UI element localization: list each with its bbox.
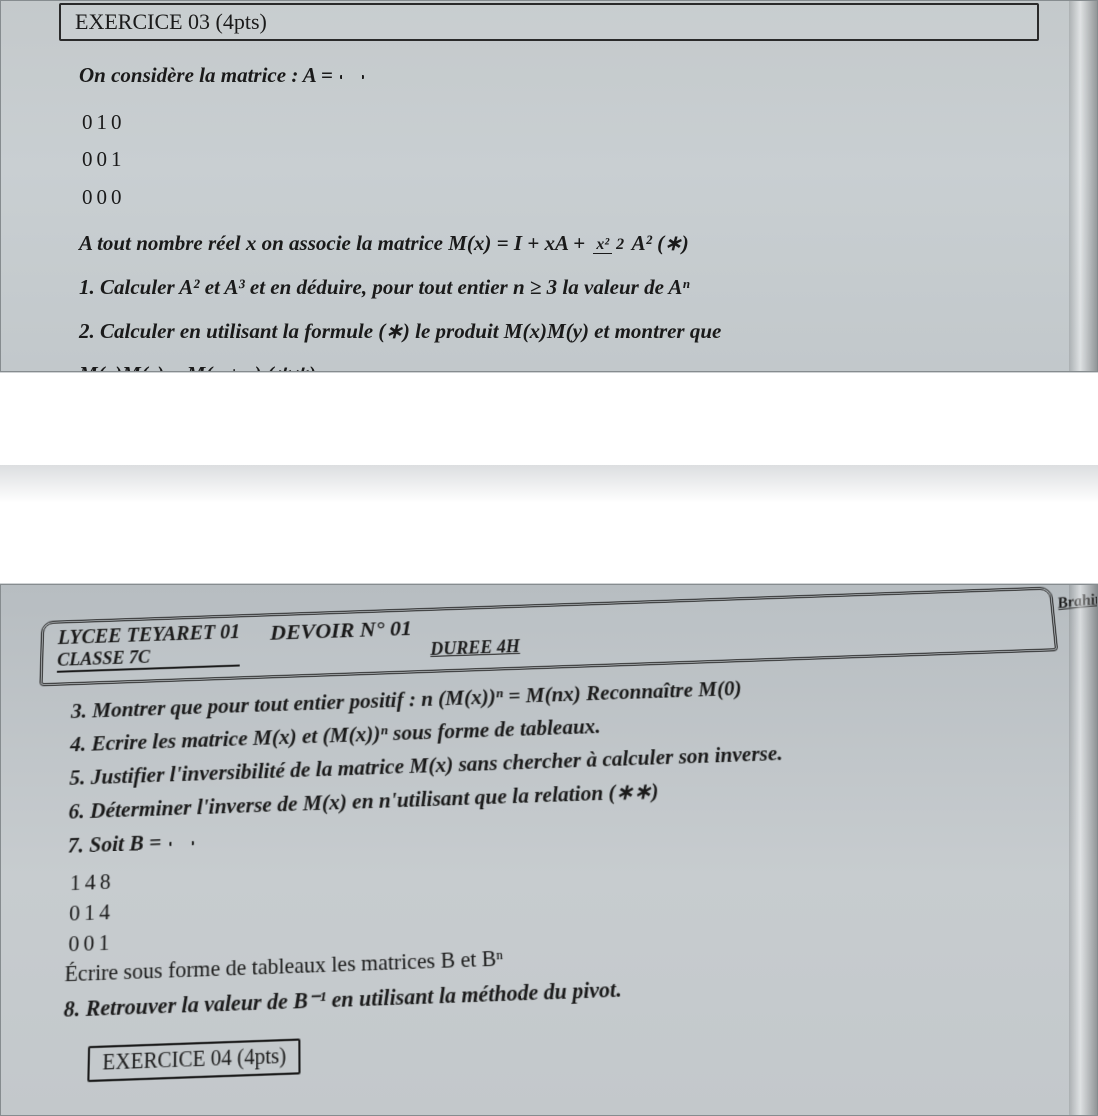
date-label: 23/12 /20 <box>1049 584 1098 586</box>
author-label: Brahim V <box>1056 589 1098 613</box>
fraction-num: x² <box>593 236 612 254</box>
matrix-A-cell: 1 <box>110 142 123 178</box>
matrix-B-cell: 4 <box>84 868 98 897</box>
exercise-03-title: EXERCICE 03 (4pts) <box>59 3 1039 41</box>
matrix-B <box>169 841 194 846</box>
fraction-den: 2 <box>616 236 624 253</box>
matrix-A-cell: 0 <box>81 142 94 178</box>
devoir-block: DEVOIR N° 01 DUREE 4H <box>270 594 1040 665</box>
matrix-B-cell: 1 <box>69 869 83 898</box>
question-2b: M(x)M(y) = M(x + y) (∗∗) <box>79 358 1007 372</box>
exercise-03-panel: EXERCICE 03 (4pts) On considère la matri… <box>0 0 1098 372</box>
matrix-B-cell: 0 <box>68 899 82 928</box>
matrix-A-cell: 0 <box>81 105 94 141</box>
matrix-B-cell: 8 <box>99 868 112 897</box>
matrix-A-cell: 0 <box>110 105 123 141</box>
matrix-B-cell: 1 <box>97 929 111 958</box>
q7-pre: 7. Soit B = <box>67 830 161 858</box>
matrix-B-cell: 0 <box>67 930 81 959</box>
matrix-A-cell: 0 <box>81 180 94 216</box>
matrix-A-cell: 0 <box>110 180 123 216</box>
matrix-A-cell: 0 <box>96 180 109 216</box>
exercise-03-body: On considère la matrice : A = 010 001 00… <box>1 59 1097 372</box>
fraction-x2-over-2: x² 2 <box>593 237 624 254</box>
continuation-body: 3. Montrer que pour tout entier positif … <box>13 664 1098 1084</box>
intro-text: On considère la matrice : A = <box>79 63 333 87</box>
question-1: 1. Calculer A² et A³ et en déduire, pour… <box>79 271 1007 305</box>
mx-def-b: A² (∗) <box>632 231 689 255</box>
q7-post: Écrire sous forme de tableaux les matric… <box>64 945 503 986</box>
white-gap <box>0 372 1098 584</box>
matrix-B-cell: 1 <box>83 899 97 928</box>
question-2: 2. Calculer en utilisant la formule (∗) … <box>79 315 1007 349</box>
school-block: LYCEE TEYARET 01 CLASSE 7C <box>57 621 240 672</box>
mx-def-a: A tout nombre réel x on associe la matri… <box>79 231 585 255</box>
mx-definition: A tout nombre réel x on associe la matri… <box>79 227 1007 261</box>
matrix-B-cell: 0 <box>82 929 96 958</box>
matrix-B-cell: 4 <box>98 898 112 927</box>
exercise-continuation-panel: LYCEE TEYARET 01 CLASSE 7C DEVOIR N° 01 … <box>0 584 1098 1116</box>
matrix-A-cell: 1 <box>96 105 109 141</box>
exercise-04-title: EXERCICE 04 (4pts) <box>87 1038 301 1082</box>
matrix-A <box>340 75 364 79</box>
matrix-A-cell: 0 <box>96 142 109 178</box>
intro-line: On considère la matrice : A = <box>79 59 1007 93</box>
